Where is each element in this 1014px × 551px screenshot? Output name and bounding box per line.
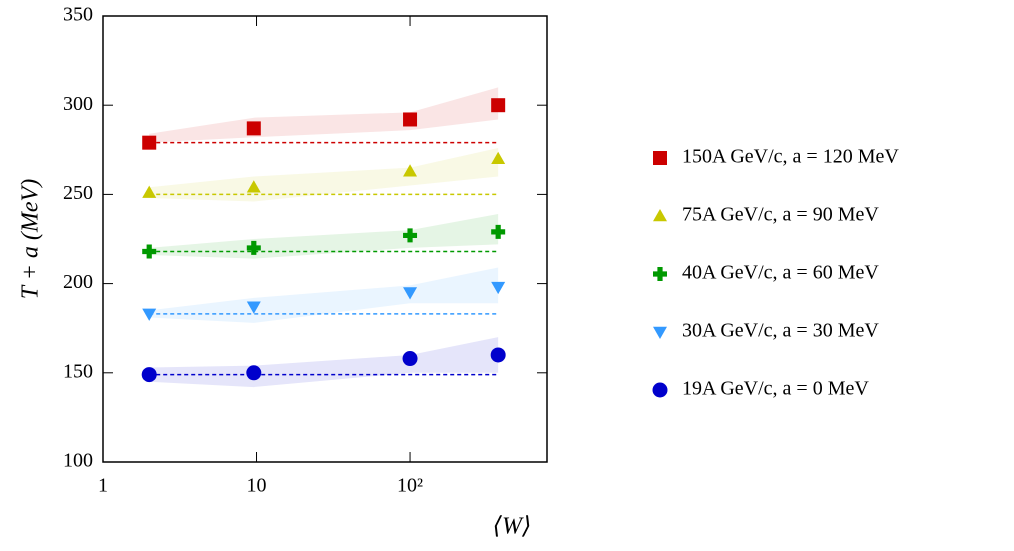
legend-label: 40A GeV/c, a = 60 MeV bbox=[682, 262, 879, 284]
data-point bbox=[403, 164, 418, 177]
data-point bbox=[403, 228, 418, 243]
y-axis-label: T + a (MeV) bbox=[18, 179, 44, 299]
uncertainty-band bbox=[149, 337, 499, 388]
uncertainty-band bbox=[149, 267, 499, 323]
x-tick-label: 10 bbox=[247, 475, 267, 497]
data-point bbox=[142, 244, 157, 259]
legend-marker bbox=[653, 151, 667, 165]
data-point bbox=[491, 151, 506, 164]
data-point bbox=[142, 185, 157, 198]
legend-marker bbox=[652, 382, 668, 398]
y-tick-label: 250 bbox=[63, 182, 93, 204]
data-point bbox=[246, 301, 261, 314]
y-tick-label: 100 bbox=[63, 450, 93, 472]
legend-marker bbox=[653, 326, 667, 339]
plot-frame bbox=[102, 15, 548, 463]
legend-label: 150A GeV/c, a = 120 MeV bbox=[682, 146, 899, 168]
data-point bbox=[246, 365, 262, 381]
uncertainty-band bbox=[149, 214, 499, 259]
data-point bbox=[142, 308, 157, 321]
data-point bbox=[491, 98, 506, 113]
data-point bbox=[142, 135, 157, 150]
data-point bbox=[403, 287, 418, 300]
data-point bbox=[490, 347, 506, 363]
data-point bbox=[246, 121, 261, 136]
data-point bbox=[141, 367, 157, 383]
legend-label: 19A GeV/c, a = 0 MeV bbox=[682, 378, 869, 400]
legend-marker bbox=[653, 267, 667, 281]
data-point bbox=[403, 112, 418, 127]
uncertainty-band bbox=[149, 148, 499, 202]
x-tick-label: 10² bbox=[397, 475, 423, 497]
y-tick-label: 200 bbox=[63, 271, 93, 293]
data-point bbox=[246, 240, 261, 255]
data-point bbox=[491, 224, 506, 239]
data-point bbox=[491, 281, 506, 295]
y-tick-label: 350 bbox=[63, 4, 93, 26]
legend-label: 30A GeV/c, a = 30 MeV bbox=[682, 320, 879, 342]
y-tick-label: 150 bbox=[63, 360, 93, 382]
uncertainty-band bbox=[149, 87, 499, 143]
y-tick-label: 300 bbox=[63, 93, 93, 115]
legend-marker bbox=[653, 209, 667, 222]
x-tick-label: 1 bbox=[98, 475, 108, 497]
data-point bbox=[246, 180, 261, 193]
legend-label: 75A GeV/c, a = 90 MeV bbox=[682, 204, 879, 226]
x-axis-label: ⟨W⟩ bbox=[493, 514, 532, 540]
data-point bbox=[402, 351, 418, 367]
